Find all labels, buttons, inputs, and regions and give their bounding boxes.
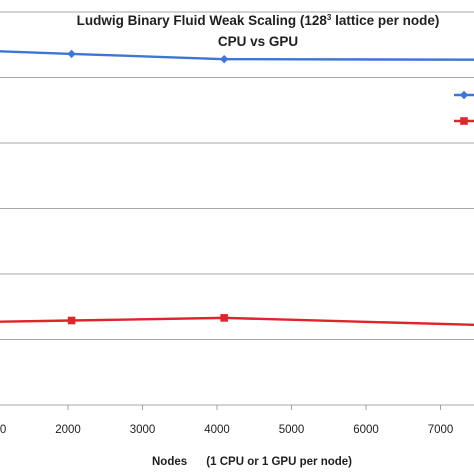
- x-tick-labels: 01000200030004000500060007000: [0, 424, 453, 436]
- chart-title-superscript: 3: [327, 13, 332, 22]
- x-tick-label: 5000: [279, 424, 305, 436]
- grid-layer: [0, 11, 474, 340]
- data-point-diamond: [219, 54, 229, 64]
- data-point-square: [67, 316, 76, 325]
- legend-marker-square: [460, 117, 468, 125]
- chart-title-main: Ludwig Binary Fluid Weak Scaling (128: [77, 13, 328, 28]
- chart-title-suffix: lattice per node): [331, 13, 439, 28]
- x-tick-label: 7000: [428, 424, 454, 436]
- series-line: [0, 316, 474, 327]
- data-point-diamond: [67, 49, 76, 59]
- legend: [454, 90, 474, 125]
- series-line: [0, 50, 474, 61]
- chart-subtitle: CPU vs GPU: [218, 34, 298, 49]
- data-point-square: [220, 314, 228, 322]
- chart-title: Ludwig Binary Fluid Weak Scaling (1283 l…: [77, 13, 440, 28]
- x-tick-label: 6000: [353, 424, 379, 436]
- x-tick-label: 1000: [0, 424, 6, 436]
- x-tick-label: 4000: [204, 424, 230, 436]
- x-axis-title: Nodes (1 CPU or 1 GPU per node): [152, 456, 352, 468]
- legend-marker-diamond: [459, 90, 469, 100]
- series-layer: [0, 49, 474, 327]
- axis-layer: [0, 404, 474, 410]
- x-tick-label: 2000: [55, 424, 81, 436]
- x-tick-label: 3000: [130, 424, 156, 436]
